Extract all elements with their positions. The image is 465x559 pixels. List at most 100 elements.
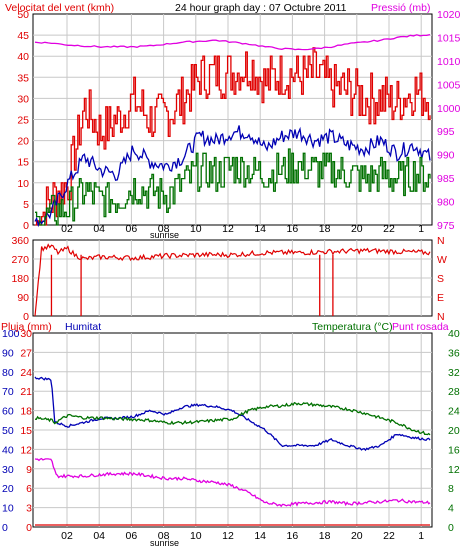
x-tick-label: 12 xyxy=(222,530,234,542)
compass-tick-label: N xyxy=(437,311,445,323)
direction-left-ticks: 0 90 180 270 360 xyxy=(11,235,29,323)
x-tick-label: 10 xyxy=(190,223,202,235)
x-tick-label: 06 xyxy=(126,223,138,235)
temperature-tick-label: 36 xyxy=(448,347,460,359)
humidity-tick-label: 60 xyxy=(2,406,14,418)
series-magenta xyxy=(34,33,431,51)
x-tick-label: 10 xyxy=(190,530,202,542)
rain-tick-label: 9 xyxy=(26,464,32,476)
temperature-tick-label: 28 xyxy=(448,386,460,398)
x-tick-label: 16 xyxy=(287,223,299,235)
rain-tick-label: 30 xyxy=(20,328,32,340)
wind-tick-label: 45 xyxy=(17,30,29,42)
humidity-tick-label: 80 xyxy=(2,367,14,379)
wind-tick-label: 5 xyxy=(23,199,29,211)
temperature-tick-label: 12 xyxy=(448,464,460,476)
temperature-axis-title: Temperatura (°C) xyxy=(312,321,393,333)
temperature-tick-label: 0 xyxy=(448,522,454,534)
direction-series xyxy=(34,243,431,317)
wind-left-ticks: 0 5 10 15 20 25 30 35 40 45 50 xyxy=(17,9,29,232)
humidity-ticks: 0 10 20 30 40 50 60 70 80 90 100 xyxy=(2,328,20,534)
wind-tick-label: 20 xyxy=(17,136,29,148)
pressure-tick-label: 1010 xyxy=(437,56,461,68)
humidity-tick-label: 20 xyxy=(2,483,14,495)
x-tick-label: 20 xyxy=(351,223,363,235)
wind-series xyxy=(34,33,431,228)
wind-tick-label: 15 xyxy=(17,157,29,169)
humidity-tick-label: 50 xyxy=(2,425,14,437)
pressure-tick-label: 975 xyxy=(437,220,455,232)
wind-tick-label: 40 xyxy=(17,51,29,63)
temperature-tick-label: 32 xyxy=(448,367,460,379)
direction-tick-label: 180 xyxy=(11,273,29,285)
temperature-tick-label: 40 xyxy=(448,328,460,340)
series-magenta xyxy=(34,457,431,508)
temperature-right-ticks: 0 4 8 12 16 20 24 28 32 36 40 xyxy=(448,328,460,534)
pressure-right-ticks: 975 980 985 990 995 1000 1005 1010 1015 1020 xyxy=(437,9,461,232)
rain-tick-label: 24 xyxy=(20,367,32,379)
compass-tick-label: N xyxy=(437,235,445,247)
temperature-series xyxy=(34,376,431,526)
wind-tick-label: 0 xyxy=(23,220,29,232)
temperature-tick-label: 20 xyxy=(448,425,460,437)
humidity-tick-label: 0 xyxy=(2,522,8,534)
x-tick-label: 1 xyxy=(418,223,424,235)
x-tick-label: 02 xyxy=(61,223,73,235)
temperature-tick-label: 8 xyxy=(448,483,454,495)
rain-tick-label: 18 xyxy=(20,406,32,418)
x-tick-label: 22 xyxy=(383,223,395,235)
x-tick-label: 02 xyxy=(61,530,73,542)
x-tick-label: 04 xyxy=(93,530,105,542)
wind-tick-label: 10 xyxy=(17,178,29,190)
series-blue xyxy=(34,125,431,228)
x-tick-label: 18 xyxy=(319,223,331,235)
temperature-tick-label: 4 xyxy=(448,503,454,515)
direction-tick-label: 90 xyxy=(17,292,29,304)
wind-tick-label: 50 xyxy=(17,9,29,21)
x-tick-label: 18 xyxy=(319,530,331,542)
x-tick-label: 12 xyxy=(222,223,234,235)
temperature-tick-label: 24 xyxy=(448,406,460,418)
series-direction xyxy=(34,243,431,317)
direction-tick-label: 360 xyxy=(11,235,29,247)
wind-tick-label: 25 xyxy=(17,115,29,127)
compass-tick-label: S xyxy=(437,273,444,285)
x-tick-label: 08 xyxy=(158,223,170,235)
humidity-tick-label: 90 xyxy=(2,347,14,359)
wind-tick-label: 30 xyxy=(17,93,29,105)
rain-tick-label: 3 xyxy=(26,503,32,515)
rain-tick-label: 15 xyxy=(20,425,32,437)
direction-tick-label: 270 xyxy=(11,254,29,266)
temperature-tick-label: 16 xyxy=(448,444,460,456)
rain-tick-label: 21 xyxy=(20,386,32,398)
pressure-tick-label: 1020 xyxy=(437,9,461,21)
x-tick-label: 14 xyxy=(254,223,266,235)
series-red xyxy=(35,47,431,226)
series-green xyxy=(35,148,431,226)
series-blue xyxy=(34,376,431,452)
pressure-tick-label: 1005 xyxy=(437,79,461,91)
pressure-tick-label: 1015 xyxy=(437,32,461,44)
rain-ticks: 0 3 6 9 12 15 18 21 24 27 30 xyxy=(20,328,32,534)
rain-tick-label: 6 xyxy=(26,483,32,495)
pressure-tick-label: 1000 xyxy=(437,103,461,115)
pressure-tick-label: 980 xyxy=(437,197,455,209)
humidity-tick-label: 100 xyxy=(2,328,20,340)
wind-axis-title: Velocitat del vent (kmh) xyxy=(5,2,114,14)
humidity-tick-label: 10 xyxy=(2,503,14,515)
humidity-tick-label: 70 xyxy=(2,386,14,398)
rain-axis-title: Pluja (mm) xyxy=(1,321,52,333)
compass-tick-label: W xyxy=(437,254,447,266)
x-tick-label: 20 xyxy=(351,530,363,542)
sunrise-label-bottom: sunrise xyxy=(150,538,179,548)
chart-title: 24 hour graph day : 07 Octubre 2011 xyxy=(175,2,347,14)
wind-x-ticks: 02 04 06 08 10 12 14 16 18 20 22 1 xyxy=(61,223,424,235)
rain-tick-label: 27 xyxy=(20,347,32,359)
humidity-tick-label: 40 xyxy=(2,444,14,456)
pressure-axis-title: Pressió (mb) xyxy=(371,2,431,14)
direction-tick-label: 0 xyxy=(23,311,29,323)
humidity-tick-label: 30 xyxy=(2,464,14,476)
